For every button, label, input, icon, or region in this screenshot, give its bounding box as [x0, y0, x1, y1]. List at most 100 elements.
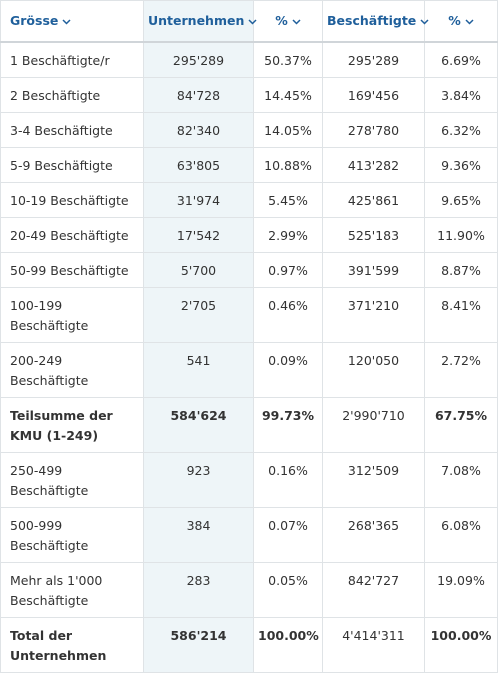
row-label: Teilsumme der KMU (1-249)	[0, 397, 144, 453]
cell: 295'289	[143, 41, 254, 78]
row-label: 500-999 Beschäftigte	[0, 507, 144, 563]
cell: 5.45%	[253, 182, 323, 218]
row-label: 3-4 Beschäftigte	[0, 112, 144, 148]
column-header[interactable]: Unternehmen	[143, 0, 257, 43]
table-row: 500-999 Beschäftigte 384 0.07% 268'365 6.08%	[0, 507, 498, 563]
cell: 84'728	[143, 77, 254, 113]
cell: 391'599	[322, 252, 425, 288]
header-text: Grösse	[10, 13, 59, 28]
table-row: 250-499 Beschäftigte 923 0.16% 312'509 7.08%	[0, 452, 498, 508]
table-row: 50-99 Beschäftigte 5'700 0.97% 391'599 8.87%	[0, 252, 498, 288]
row-label: 10-19 Beschäftigte	[0, 182, 144, 218]
header-row: Grösse Unternehmen % Beschäftigte %	[0, 0, 498, 43]
sort-icon	[62, 18, 71, 25]
cell: 0.07%	[253, 507, 323, 563]
cell: 9.36%	[424, 147, 498, 183]
column-header[interactable]: Beschäftigte	[322, 0, 429, 43]
cell: 120'050	[322, 342, 425, 398]
sort-icon	[420, 18, 429, 25]
cell: 0.05%	[253, 562, 323, 618]
table-row: 20-49 Beschäftigte 17'542 2.99% 525'183 11.9…	[0, 217, 498, 253]
cell: 586'214	[143, 617, 254, 673]
cell: 100.00%	[424, 617, 498, 673]
cell: 8.87%	[424, 252, 498, 288]
cell: 2.72%	[424, 342, 498, 398]
cell: 2'705	[143, 287, 254, 343]
cell: 0.09%	[253, 342, 323, 398]
cell: 268'365	[322, 507, 425, 563]
cell: 525'183	[322, 217, 425, 253]
cell: 584'624	[143, 397, 254, 453]
table-row: 200-249 Beschäftigte 541 0.09% 120'050 2.72%	[0, 342, 498, 398]
row-label: 2 Beschäftigte	[0, 77, 144, 113]
row-label: Mehr als 1'000 Beschäftigte	[0, 562, 144, 618]
column-header[interactable]: %	[253, 0, 323, 43]
cell: 82'340	[143, 112, 254, 148]
cell: 312'509	[322, 452, 425, 508]
column-header[interactable]: Grösse	[0, 0, 144, 43]
cell: 283	[143, 562, 254, 618]
table-row: 3-4 Beschäftigte 82'340 14.05% 278'780 6.32%	[0, 112, 498, 148]
cell: 923	[143, 452, 254, 508]
table-row: Total der Unternehmen 586'214 100.00% 4'414…	[0, 617, 498, 673]
column-header[interactable]: %	[424, 0, 498, 43]
row-label: 5-9 Beschäftigte	[0, 147, 144, 183]
cell: 63'805	[143, 147, 254, 183]
cell: 10.88%	[253, 147, 323, 183]
cell: 99.73%	[253, 397, 323, 453]
table-row: 100-199 Beschäftigte 2'705 0.46% 371'210 8.4…	[0, 287, 498, 343]
cell: 6.69%	[424, 41, 498, 78]
row-label: 250-499 Beschäftigte	[0, 452, 144, 508]
table-row: 2 Beschäftigte 84'728 14.45% 169'456 3.84%	[0, 77, 498, 113]
cell: 6.08%	[424, 507, 498, 563]
cell: 0.46%	[253, 287, 323, 343]
cell: 842'727	[322, 562, 425, 618]
sort-icon	[465, 18, 474, 25]
cell: 100.00%	[253, 617, 323, 673]
table-row: 5-9 Beschäftigte 63'805 10.88% 413'282 9.36%	[0, 147, 498, 183]
cell: 17'542	[143, 217, 254, 253]
header-text: %	[275, 13, 288, 28]
cell: 3.84%	[424, 77, 498, 113]
cell: 384	[143, 507, 254, 563]
table-row: Mehr als 1'000 Beschäftigte 283 0.05% 842'7…	[0, 562, 498, 618]
cell: 295'289	[322, 41, 425, 78]
header-text: Unternehmen	[148, 13, 245, 28]
row-label: 100-199 Beschäftigte	[0, 287, 144, 343]
table-row: 1 Beschäftigte/r 295'289 50.37% 295'289 6.69…	[0, 41, 498, 78]
sort-icon	[292, 18, 301, 25]
cell: 14.05%	[253, 112, 323, 148]
row-label: 50-99 Beschäftigte	[0, 252, 144, 288]
cell: 371'210	[322, 287, 425, 343]
sort-icon	[248, 18, 257, 25]
cell: 11.90%	[424, 217, 498, 253]
cell: 413'282	[322, 147, 425, 183]
cell: 425'861	[322, 182, 425, 218]
cell: 14.45%	[253, 77, 323, 113]
cell: 278'780	[322, 112, 425, 148]
table-row: Teilsumme der KMU (1-249) 584'624 99.73% 2'…	[0, 397, 498, 453]
cell: 31'974	[143, 182, 254, 218]
header-text: Beschäftigte	[327, 13, 417, 28]
row-label: 1 Beschäftigte/r	[0, 41, 144, 78]
cell: 0.16%	[253, 452, 323, 508]
cell: 5'700	[143, 252, 254, 288]
cell: 67.75%	[424, 397, 498, 453]
cell: 2.99%	[253, 217, 323, 253]
cell: 4'414'311	[322, 617, 425, 673]
table-row: 10-19 Beschäftigte 31'974 5.45% 425'861 9.65…	[0, 182, 498, 218]
cell: 2'990'710	[322, 397, 425, 453]
row-label: 20-49 Beschäftigte	[0, 217, 144, 253]
cell: 50.37%	[253, 41, 323, 78]
cell: 19.09%	[424, 562, 498, 618]
cell: 0.97%	[253, 252, 323, 288]
cell: 541	[143, 342, 254, 398]
cell: 6.32%	[424, 112, 498, 148]
cell: 169'456	[322, 77, 425, 113]
cell: 7.08%	[424, 452, 498, 508]
header-text: %	[448, 13, 461, 28]
row-label: 200-249 Beschäftigte	[0, 342, 144, 398]
row-label: Total der Unternehmen	[0, 617, 144, 673]
